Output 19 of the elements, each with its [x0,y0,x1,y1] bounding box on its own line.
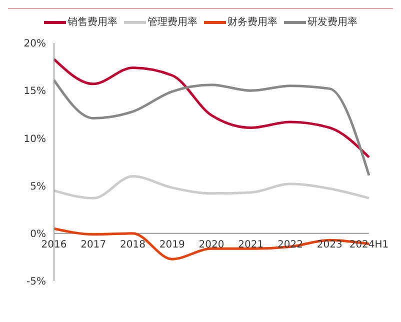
legend-label: 财务费用率 [226,16,278,29]
y-tick-label: 20% [24,38,46,50]
x-tick-label: 2024H1 [349,239,389,250]
x-tick-label: 2016 [41,239,67,250]
x-tick-label: 2019 [159,239,185,250]
line-series [52,58,370,158]
y-tick-label: 0% [30,228,46,240]
y-tick-label: 5% [30,181,46,192]
y-tick-label: 15% [24,86,46,98]
x-tick-label: 2023 [316,239,342,250]
y-tick-label: -5% [26,276,46,288]
x-tick-label: 2018 [120,239,146,250]
y-tick-label: 10% [24,134,46,145]
legend-label: 管理费用率 [146,16,198,29]
legend-label: 研发费用率 [306,16,358,29]
line-series [52,78,370,177]
line-series [52,175,370,200]
legend-label: 销售费用率 [66,16,118,29]
x-tick-label: 2017 [80,239,106,250]
